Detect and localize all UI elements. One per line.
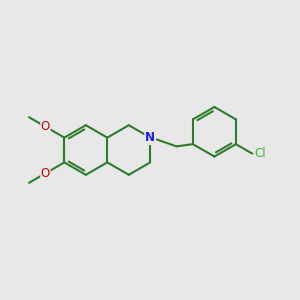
Text: O: O (41, 167, 50, 180)
Text: N: N (145, 131, 155, 144)
Text: Cl: Cl (255, 147, 266, 160)
Text: O: O (41, 120, 50, 133)
